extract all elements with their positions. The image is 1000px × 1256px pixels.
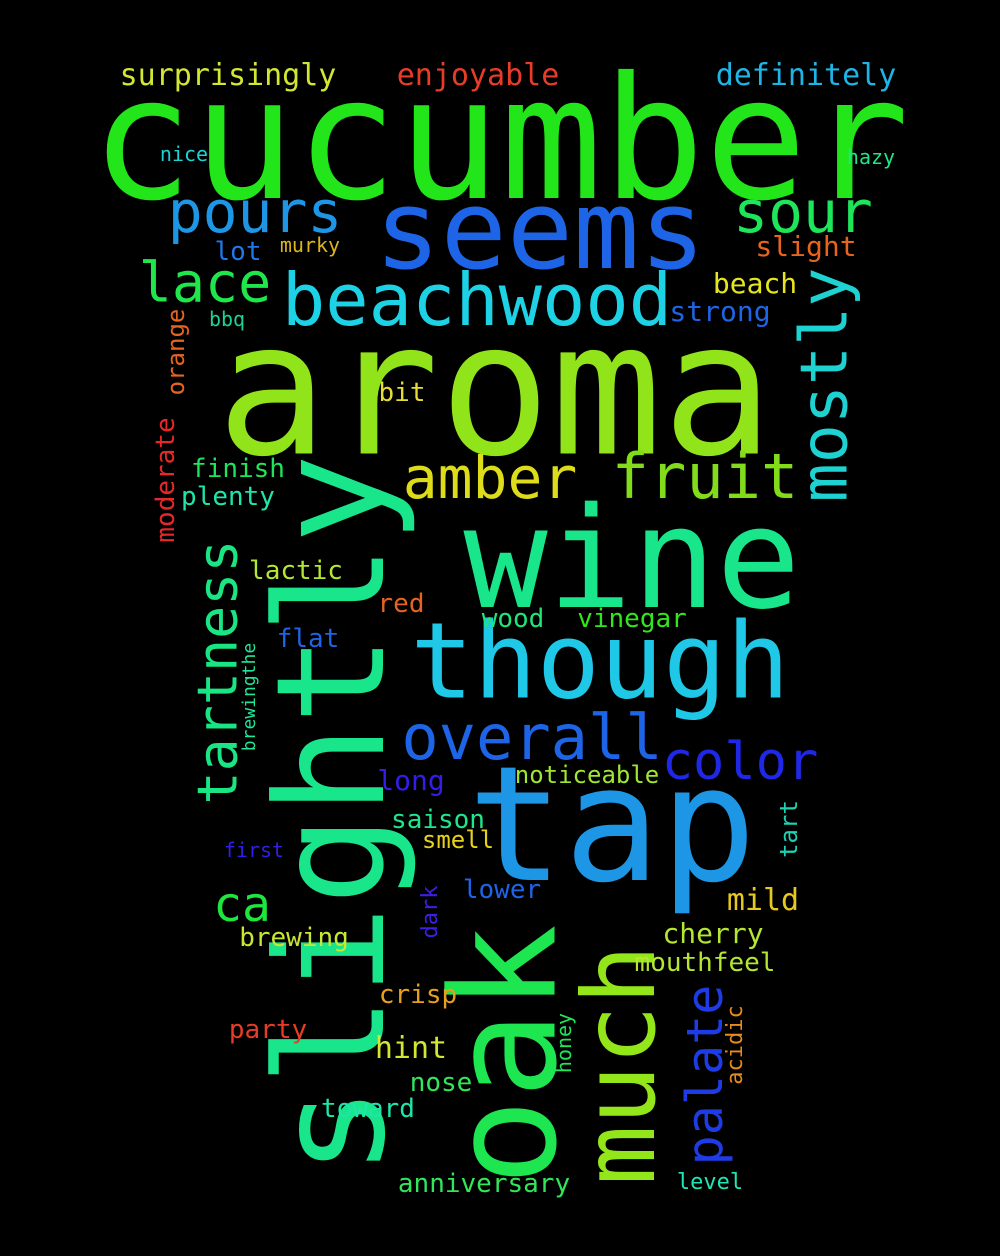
word-much: much <box>561 944 678 1186</box>
word-lower: lower <box>462 875 542 905</box>
word-beachwood: beachwood <box>281 258 673 342</box>
word-long: long <box>377 764 445 797</box>
word-enjoyable: enjoyable <box>396 58 560 93</box>
word-strong: strong <box>669 295 771 328</box>
word-cherry: cherry <box>662 917 764 950</box>
word-orange: orange <box>162 308 190 396</box>
word-hazy: hazy <box>846 145 896 169</box>
word-beach: beach <box>712 267 798 300</box>
word-murky: murky <box>279 233 341 257</box>
word-wood: wood <box>481 604 545 634</box>
word-color: color <box>661 732 819 792</box>
word-level: level <box>676 1170 744 1195</box>
word-ca: ca <box>213 877 271 933</box>
word-lace: lace <box>138 250 272 315</box>
word-pours: pours <box>167 178 343 246</box>
word-bit: bit <box>378 378 426 408</box>
word-nice: nice <box>159 142 209 166</box>
word-slight: slight <box>755 230 857 263</box>
word-first: first <box>223 838 285 862</box>
word-brewingthe: brewingthe <box>239 642 260 752</box>
word-seems: seems <box>374 166 706 294</box>
word-honey: honey <box>552 1012 576 1074</box>
word-aroma: aroma <box>216 281 774 498</box>
word-hint: hint <box>374 1031 448 1066</box>
word-lactic: lactic <box>249 556 343 586</box>
word-acidic: acidic <box>723 1005 748 1085</box>
word-brewing: brewing <box>239 923 349 953</box>
word-lot: lot <box>214 237 262 267</box>
word-tap: tap <box>467 731 757 918</box>
word-surprisingly: surprisingly <box>119 58 337 93</box>
word-party: party <box>228 1015 308 1045</box>
word-tart: tart <box>775 800 803 858</box>
word-vinegar: vinegar <box>577 604 687 634</box>
word-amber: amber <box>402 444 578 512</box>
word-fruit: fruit <box>611 440 799 513</box>
word-red: red <box>377 589 425 619</box>
word-though: though <box>410 600 790 723</box>
word-finish: finish <box>191 454 285 484</box>
word-mild: mild <box>726 883 800 918</box>
word-dark: dark <box>418 885 443 939</box>
word-overall: overall <box>401 701 663 774</box>
word-flat: flat <box>276 624 340 654</box>
word-smell: smell <box>421 826 495 854</box>
word-sour: sour <box>733 178 873 246</box>
word-anniversary: anniversary <box>397 1169 571 1199</box>
word-mostly: mostly <box>787 267 863 503</box>
word-wine: wine <box>463 478 801 641</box>
word-saison: saison <box>391 805 485 835</box>
word-cucumber: cucumber <box>90 41 910 239</box>
word-plenty: plenty <box>181 482 275 512</box>
word-toward: toward <box>321 1094 415 1124</box>
word-bbq: bbq <box>208 307 246 331</box>
word-mouthfeel: mouthfeel <box>634 948 776 978</box>
word-tartness: tartness <box>185 539 250 805</box>
word-moderate: moderate <box>151 417 181 543</box>
word-noticeable: noticeable <box>514 761 660 789</box>
word-crisp: crisp <box>378 980 458 1010</box>
word-definitely: definitely <box>715 58 897 93</box>
word-nose: nose <box>409 1068 473 1098</box>
